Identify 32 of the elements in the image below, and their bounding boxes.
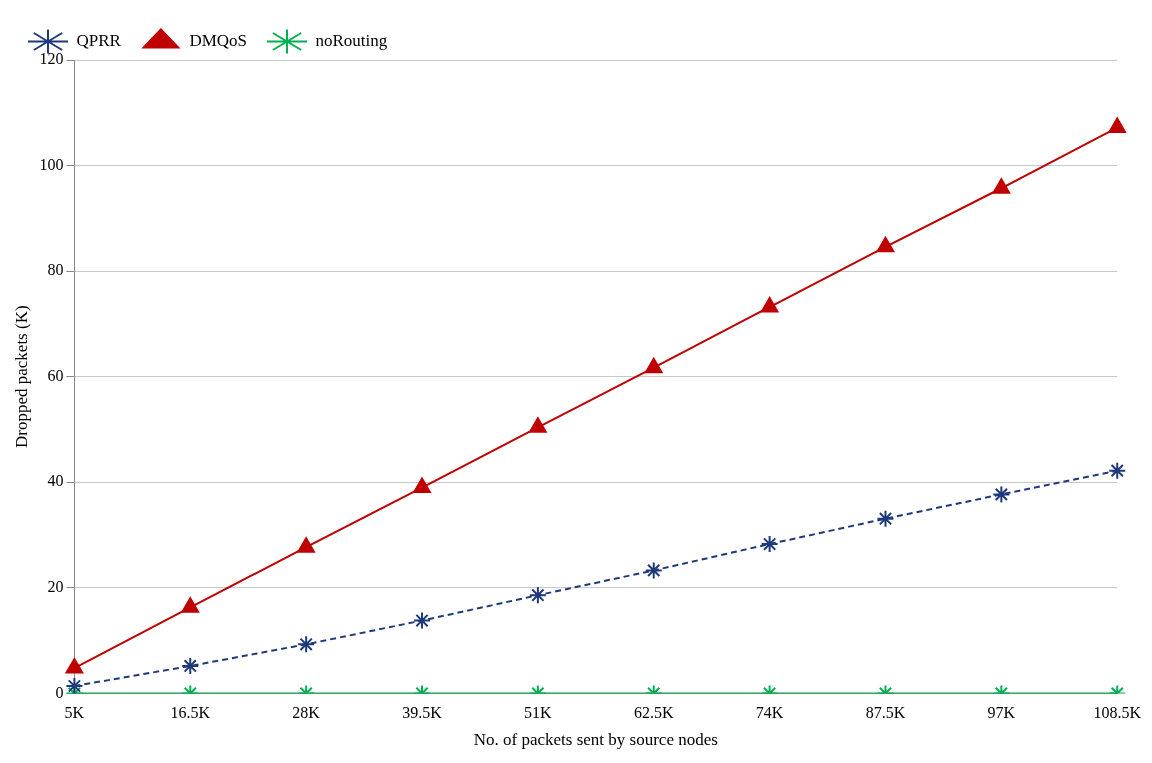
y-tick-label: 80 xyxy=(47,261,64,279)
legend-label: DMQoS xyxy=(189,30,248,50)
x-tick-label: 51K xyxy=(524,704,553,722)
legend-label: noRouting xyxy=(315,30,388,50)
y-tick-label: 100 xyxy=(39,155,64,173)
y-tick-label: 40 xyxy=(47,472,64,490)
legend-label: QPRR xyxy=(76,30,122,50)
point xyxy=(644,357,663,374)
x-tick-label: 16.5K xyxy=(170,704,211,722)
x-tick-label: 87.5K xyxy=(865,704,906,722)
y-axis-title: Dropped packets (K) xyxy=(11,305,31,448)
point xyxy=(760,297,779,313)
x-axis-title: No. of packets sent by source nodes xyxy=(473,730,718,750)
x-tick-label: 97K xyxy=(987,704,1016,722)
x-tick-label: 39.5K xyxy=(402,704,443,722)
point xyxy=(181,597,200,613)
y-tick-label: 60 xyxy=(47,366,64,384)
point xyxy=(65,658,84,674)
point xyxy=(876,236,895,253)
x-tick-label: 5K xyxy=(64,704,85,722)
y-tick-label: 20 xyxy=(47,578,64,596)
x-tick-label: 74K xyxy=(755,704,784,722)
x-tick-label: 108.5K xyxy=(1093,704,1142,722)
x-tick-label: 62.5K xyxy=(633,704,674,722)
x-tick-label: 28K xyxy=(292,704,321,722)
point xyxy=(413,477,431,494)
point xyxy=(1108,117,1127,134)
y-tick-label: 120 xyxy=(39,50,64,68)
point xyxy=(529,417,547,433)
y-tick-label: 0 xyxy=(55,683,64,701)
point xyxy=(992,178,1011,194)
point xyxy=(297,537,315,553)
